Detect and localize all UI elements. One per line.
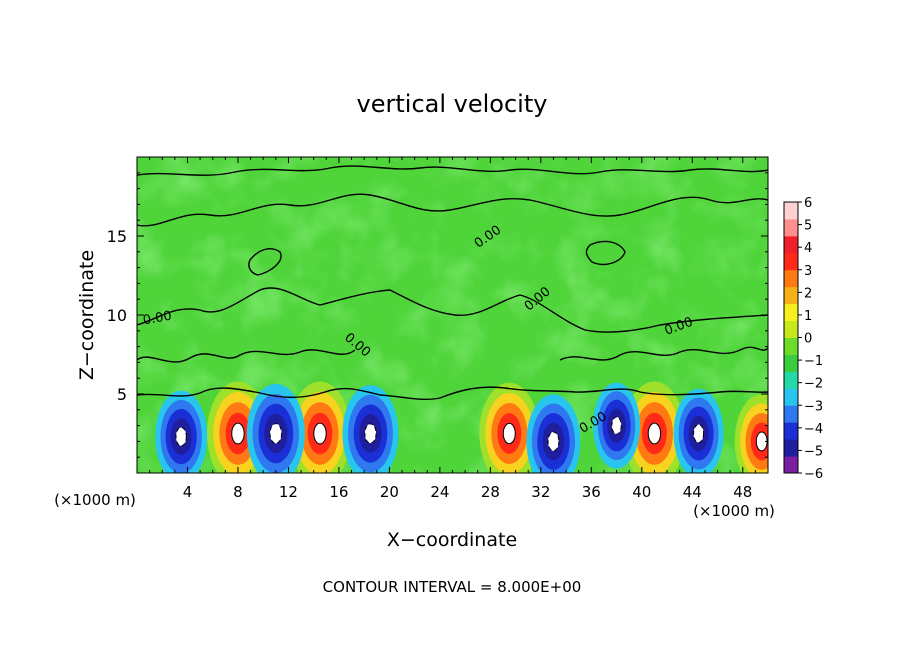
zero-contour-line bbox=[137, 193, 768, 227]
colorbar-tick-label: 2 bbox=[804, 286, 812, 301]
downdraft-cell bbox=[547, 431, 560, 452]
colorbar-tick-label: −5 bbox=[804, 444, 823, 459]
downdraft-cell bbox=[693, 424, 705, 443]
updraft-cell bbox=[313, 422, 327, 445]
zero-contour-line bbox=[137, 165, 768, 176]
colorbar-swatch bbox=[784, 337, 798, 355]
colorbar-tick-label: 5 bbox=[804, 219, 812, 234]
x-unit-label-left: (×1000 m) bbox=[54, 491, 136, 509]
colorbar-tick-label: 4 bbox=[804, 241, 812, 256]
colorbar-swatch bbox=[784, 422, 798, 440]
colorbar-tick-label: −4 bbox=[804, 422, 823, 437]
colorbar-swatch bbox=[784, 218, 798, 237]
colorbar-tick-label: −3 bbox=[804, 399, 823, 414]
colorbar-swatch bbox=[784, 388, 798, 406]
updraft-cell bbox=[647, 422, 662, 445]
colorbar-swatch bbox=[784, 320, 798, 338]
contour-interval-note: CONTOUR INTERVAL = 8.000E+00 bbox=[323, 578, 582, 596]
colorbar-swatch bbox=[784, 269, 798, 288]
x-tick-label: 4 bbox=[183, 483, 193, 501]
x-tick-label: 12 bbox=[279, 483, 298, 501]
colorbar-tick-label: −6 bbox=[804, 467, 823, 482]
colorbar-swatch bbox=[784, 456, 798, 474]
y-tick-label: 5 bbox=[117, 385, 127, 404]
colorbar-swatch bbox=[784, 202, 798, 220]
x-tick-label: 44 bbox=[683, 483, 702, 501]
x-tick-label: 40 bbox=[632, 483, 651, 501]
downdraft-cell bbox=[175, 426, 187, 447]
colorbar-swatch bbox=[784, 286, 798, 305]
zero-contour-line bbox=[585, 240, 626, 266]
x-tick-label: 16 bbox=[329, 483, 348, 501]
x-tick-label: 48 bbox=[733, 483, 752, 501]
colorbar-tick-label: 1 bbox=[804, 309, 812, 324]
y-tick-label: 10 bbox=[107, 306, 127, 325]
colorbar-swatch bbox=[784, 235, 798, 254]
x-tick-label: 28 bbox=[481, 483, 500, 501]
y-axis-label: Z−coordinate bbox=[76, 250, 98, 380]
plot-area bbox=[137, 157, 768, 473]
colorbar-tick-label: −2 bbox=[804, 377, 823, 392]
colorbar-swatch bbox=[784, 439, 798, 457]
x-axis-ticks: 4 8 12 16 20 24 28 32 36 40 44 48 bbox=[149, 157, 756, 501]
downdraft-cell bbox=[364, 423, 377, 444]
velocity-cells bbox=[155, 381, 768, 473]
downdraft-cell bbox=[269, 423, 283, 444]
zero-contours bbox=[137, 165, 768, 401]
colorbar-tick-label: 3 bbox=[804, 264, 812, 279]
zero-contour-line bbox=[137, 287, 768, 333]
colorbar: 6 5 4 3 2 1 0 −1 −2 −3 −4 −5 −6 bbox=[783, 196, 823, 482]
updraft-cell bbox=[502, 422, 516, 445]
colorbar-swatch bbox=[784, 405, 798, 423]
x-axis-label: X−coordinate bbox=[387, 529, 517, 551]
zero-contour-line bbox=[137, 349, 356, 363]
colorbar-swatch bbox=[784, 354, 798, 372]
x-tick-label: 36 bbox=[582, 483, 601, 501]
x-unit-label-right: (×1000 m) bbox=[693, 502, 775, 520]
zero-contour-line bbox=[559, 346, 768, 361]
colorbar-tick-label: 0 bbox=[804, 332, 812, 347]
zero-contour-line bbox=[248, 248, 282, 276]
colorbar-swatch bbox=[784, 303, 798, 322]
x-tick-label: 8 bbox=[233, 483, 243, 501]
x-tick-label: 24 bbox=[430, 483, 449, 501]
x-tick-label: 20 bbox=[380, 483, 399, 501]
colorbar-tick-label: 6 bbox=[804, 196, 812, 211]
updraft-cell bbox=[231, 422, 245, 445]
contour-label: 0.00 bbox=[142, 309, 173, 329]
x-tick-label: 32 bbox=[531, 483, 550, 501]
zero-contour-line bbox=[137, 386, 768, 401]
colorbar-swatch bbox=[784, 252, 798, 271]
downdraft-cell bbox=[611, 416, 622, 435]
chart-title: vertical velocity bbox=[357, 90, 548, 118]
colorbar-swatch bbox=[784, 371, 798, 389]
colorbar-tick-label: −1 bbox=[804, 354, 823, 369]
y-tick-label: 15 bbox=[107, 227, 127, 246]
y-axis-ticks: 5 10 15 bbox=[107, 172, 768, 458]
